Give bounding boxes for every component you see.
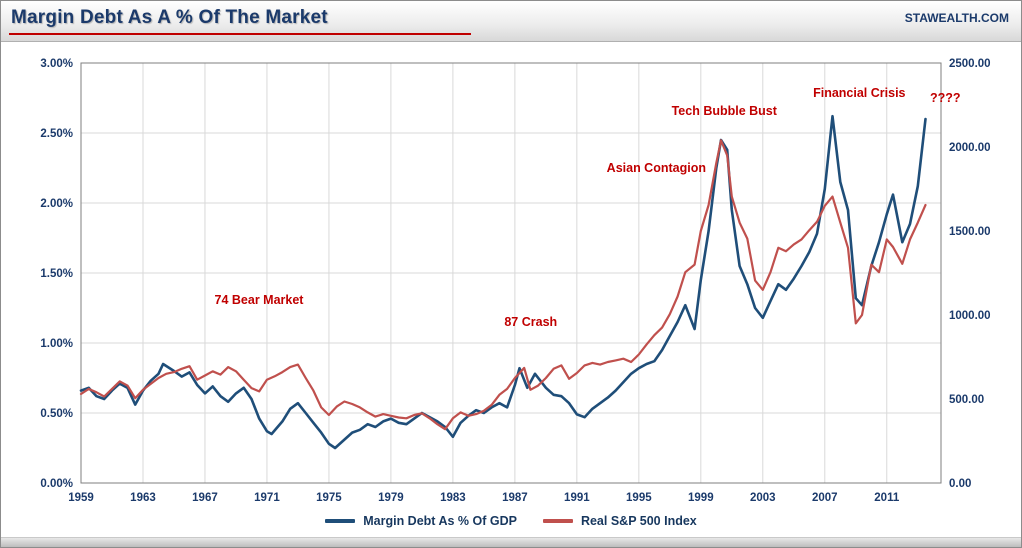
page-title: Margin Debt As A % Of The Market xyxy=(11,7,328,28)
legend-line-sample-red xyxy=(542,519,573,523)
x-tick-label: 1967 xyxy=(192,492,218,504)
annotation: Financial Crisis xyxy=(813,86,905,100)
x-tick-label: 2003 xyxy=(750,492,776,504)
plot-border xyxy=(80,62,942,484)
site-label: STAWEALTH.COM xyxy=(904,11,1009,25)
annotation: ???? xyxy=(930,91,961,105)
legend-label: Margin Debt As % Of GDP xyxy=(363,514,517,528)
y-right-tick-label: 0.00 xyxy=(949,478,971,490)
y-left-tick-label: 0.00% xyxy=(40,478,73,490)
series-line-sp500 xyxy=(79,139,927,431)
y-left-tick-label: 0.50% xyxy=(40,408,73,420)
legend-item-margin-debt: Margin Debt As % Of GDP xyxy=(325,514,517,528)
legend-line-sample-blue xyxy=(325,519,356,523)
y-left-tick-label: 1.50% xyxy=(40,268,73,280)
x-tick-label: 1995 xyxy=(626,492,652,504)
x-tick-label: 1983 xyxy=(440,492,466,504)
x-tick-label: 1987 xyxy=(502,492,528,504)
y-right-tick-label: 2000.00 xyxy=(949,142,991,154)
margin-debt-chart: 3.00% 2.50% 2.00% 1.50% 1.00% 0.50% 0.00% 2500.… xyxy=(40,58,991,504)
y-right-tick-label: 1000.00 xyxy=(949,310,991,322)
x-tick-label: 1999 xyxy=(688,492,714,504)
footer-strip xyxy=(1,537,1021,547)
legend-item-sp500: Real S&P 500 Index xyxy=(542,514,697,528)
y-left-tick-label: 1.00% xyxy=(40,338,73,350)
x-tick-label: 1959 xyxy=(68,492,94,504)
x-tick-label: 1975 xyxy=(316,492,342,504)
x-tick-label: 1991 xyxy=(564,492,590,504)
x-tick-label: 1963 xyxy=(130,492,156,504)
y-right-tick-label: 500.00 xyxy=(949,394,984,406)
x-tick-label: 1971 xyxy=(254,492,280,504)
annotation: 74 Bear Market xyxy=(215,293,305,307)
annotation: Asian Contagion xyxy=(607,161,706,175)
x-tick-label: 1979 xyxy=(378,492,404,504)
annotation: 87 Crash xyxy=(504,315,557,329)
x-tick-label: 2011 xyxy=(874,492,900,504)
y-left-tick-label: 2.50% xyxy=(40,128,73,140)
chart-header: Margin Debt As A % Of The Market STAWEAL… xyxy=(1,1,1021,42)
legend-label: Real S&P 500 Index xyxy=(580,514,697,528)
y-left-tick-label: 3.00% xyxy=(40,58,73,70)
title-underline xyxy=(9,33,471,35)
x-tick-label: 2007 xyxy=(812,492,838,504)
y-right-tick-label: 1500.00 xyxy=(949,226,991,238)
chart-legend: Margin Debt As % Of GDP Real S&P 500 Ind… xyxy=(1,511,1021,531)
y-right-tick-label: 2500.00 xyxy=(949,58,991,70)
chart-plot-region: 3.00% 2.50% 2.00% 1.50% 1.00% 0.50% 0.00% 2500.… xyxy=(1,41,1021,547)
annotation: Tech Bubble Bust xyxy=(672,104,778,118)
series-line-margin-debt xyxy=(79,114,927,450)
y-left-tick-label: 2.00% xyxy=(40,198,73,210)
